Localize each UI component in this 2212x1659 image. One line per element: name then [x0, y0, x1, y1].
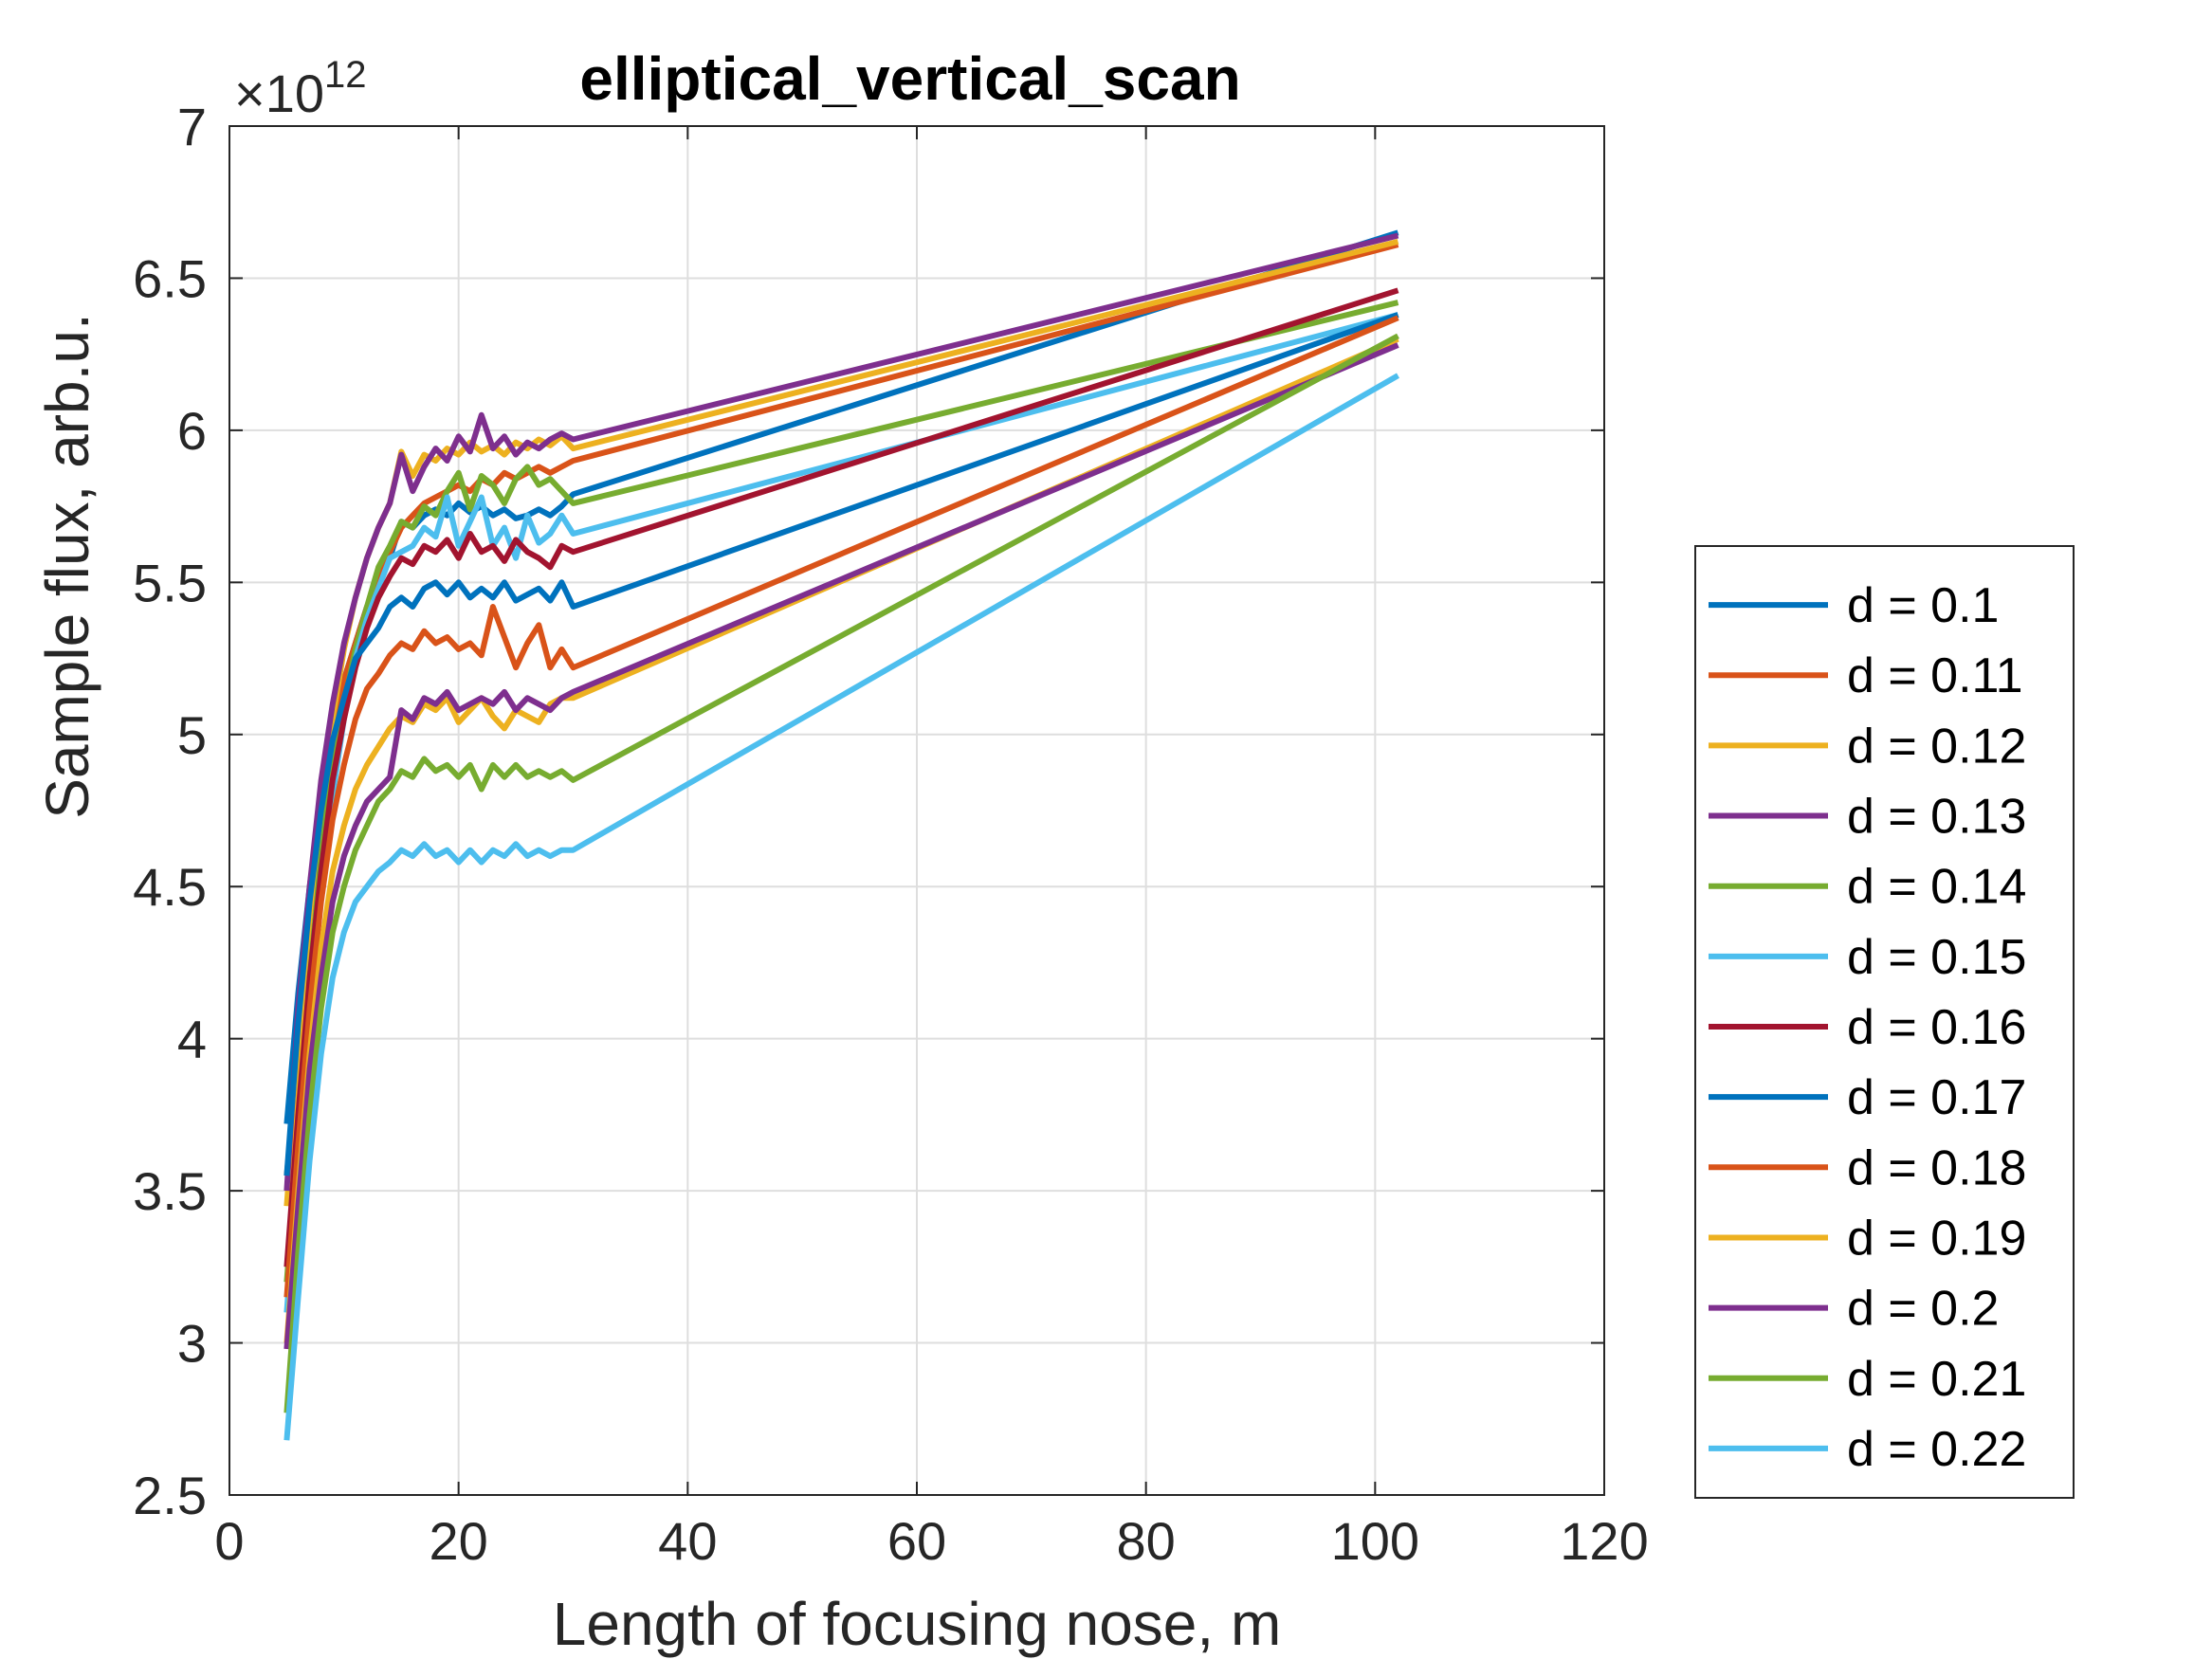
legend-entry: d = 0.14 [1847, 860, 2026, 915]
x-tick-label: 20 [430, 1511, 488, 1571]
y-tick-label: 3 [177, 1314, 207, 1374]
series-line [283, 315, 1399, 1298]
series-line [283, 336, 1399, 1343]
legend-entry: d = 0.11 [1847, 648, 2023, 703]
series-line [283, 333, 1399, 1413]
legend-entry: d = 0.16 [1847, 1000, 2026, 1055]
legend: d = 0.1 d = 0.11 d = 0.12 d = 0.13 d = 0.14 d… [1694, 545, 2075, 1499]
series-line [283, 342, 1399, 1350]
legend-entry: d = 0.15 [1847, 930, 2026, 985]
series-line [283, 287, 1399, 1267]
legend-entry: d = 0.19 [1847, 1211, 2026, 1266]
legend-entry: d = 0.12 [1847, 719, 2026, 774]
y-tick-label: 7 [177, 97, 207, 156]
legend-entry: d = 0.21 [1847, 1352, 2026, 1407]
y-exponent-power: 12 [324, 54, 367, 96]
series-line [283, 373, 1399, 1441]
x-tick-label: 120 [1560, 1511, 1648, 1571]
series-line [283, 312, 1399, 1176]
y-tick-label: 3.5 [133, 1161, 207, 1221]
y-axis-exponent: ×1012 [234, 54, 367, 123]
y-tick-label: 4.5 [133, 857, 207, 917]
legend-entry: d = 0.13 [1847, 790, 2026, 845]
y-tick-label: 2.5 [133, 1466, 207, 1525]
series-line [283, 229, 1399, 1124]
x-tick-label: 100 [1331, 1511, 1419, 1571]
axis-ticks [229, 125, 1605, 1496]
data-series [283, 229, 1399, 1441]
x-tick-label: 60 [887, 1511, 946, 1571]
y-axis-label: Sample flux, arb.u. [33, 313, 101, 819]
y-tick-label: 6 [177, 401, 207, 461]
legend-entry: d = 0.22 [1847, 1422, 2026, 1477]
x-tick-label: 40 [658, 1511, 717, 1571]
legend-entry: d = 0.18 [1847, 1140, 2026, 1195]
y-tick-label: 5 [177, 705, 207, 765]
legend-entry: d = 0.1 [1847, 578, 1999, 633]
y-tick-label: 5.5 [133, 553, 207, 612]
grid-lines [229, 125, 1605, 1496]
y-tick-label: 6.5 [133, 248, 207, 308]
x-axis-label: Length of focusing nose, m [553, 1590, 1282, 1658]
legend-entry: d = 0.2 [1847, 1282, 1999, 1337]
chart-title: elliptical_vertical_scan [579, 45, 1240, 113]
y-tick-label: 4 [177, 1010, 207, 1069]
y-exponent-base: ×10 [234, 64, 324, 123]
x-tick-label: 0 [214, 1511, 244, 1571]
legend-entry: d = 0.17 [1847, 1070, 2026, 1125]
series-line [283, 232, 1399, 1192]
legend-box [1694, 545, 2075, 1499]
tick-labels: 0 20 40 60 80 100 120 2.5 3 3.5 4 4.5 5 5.5 6 6.5 7 [133, 97, 1649, 1571]
x-tick-label: 80 [1117, 1511, 1176, 1571]
